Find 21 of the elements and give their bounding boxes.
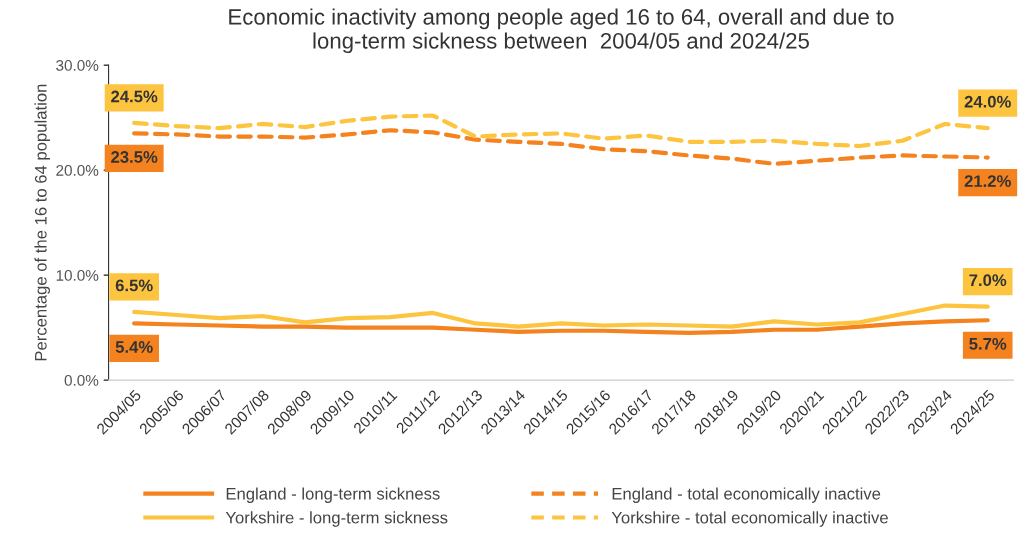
legend-label: Yorkshire - long-term sickness: [225, 511, 448, 527]
legend-label: England - total economically inactive: [612, 487, 881, 503]
legend-label: England - long-term sickness: [226, 487, 440, 503]
data-label: 21.2%: [964, 175, 1011, 187]
data-label: 5.7%: [969, 337, 1007, 350]
line-series: [132, 113, 990, 149]
data-label: 23.5%: [111, 151, 158, 163]
data-label: 6.5%: [115, 279, 153, 292]
line-series: [132, 318, 990, 335]
y-tick-label: 0.0%: [64, 374, 99, 386]
data-label: 24.0%: [964, 95, 1011, 108]
line-series: [132, 303, 990, 329]
data-label: 5.4%: [115, 341, 153, 353]
y-axis-title: Percentage of the 16 to 64 population: [34, 84, 50, 361]
legend-label: Yorkshire - total economically inactive: [611, 511, 888, 527]
y-tick-label: 30.0%: [56, 60, 99, 71]
data-label: 24.5%: [111, 90, 158, 103]
data-label: 7.0%: [969, 274, 1007, 287]
y-tick-label: 20.0%: [56, 165, 99, 176]
chart-title: Economic inactivity among people aged 16 to 64, overall and due to long-term sickness between 2004/05 and 2024/25: [229, 8, 894, 54]
y-tick-label: 10.0%: [56, 269, 99, 281]
